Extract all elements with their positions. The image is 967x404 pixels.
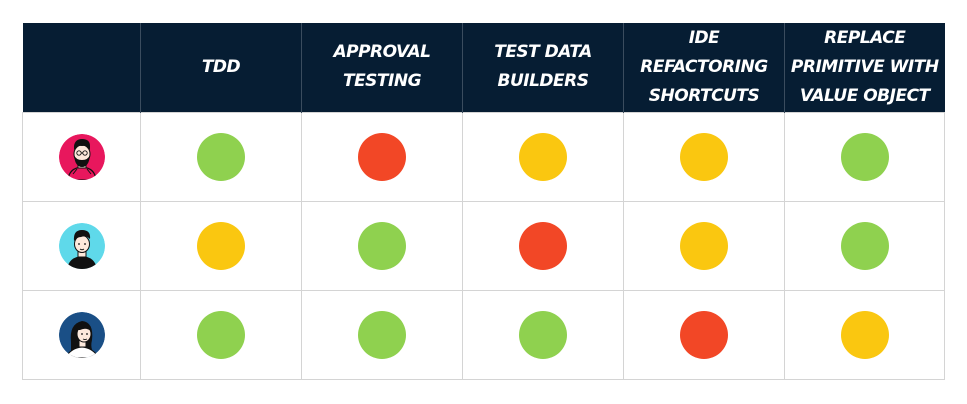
rating-cell (301, 200, 463, 291)
table-row (22, 111, 945, 202)
rating-dot-green (358, 310, 406, 359)
rating-cell (784, 289, 945, 380)
rating-dot-red (680, 310, 728, 359)
avatar-cell (22, 289, 141, 380)
skills-matrix: TDD APPROVAL TESTING TEST DATA BUILDERS … (22, 23, 945, 381)
table-row (22, 289, 945, 380)
rating-dot-green (358, 221, 406, 270)
rating-dot-yellow (519, 132, 567, 181)
rating-cell (784, 200, 945, 291)
skills-matrix-table: TDD APPROVAL TESTING TEST DATA BUILDERS … (22, 23, 945, 380)
rating-dot-green (197, 132, 245, 181)
column-header-tdd: TDD (140, 23, 302, 112)
rating-cell (623, 200, 785, 291)
rating-cell (462, 200, 624, 291)
rating-dot-green (519, 310, 567, 359)
rating-cell (140, 200, 302, 291)
rating-dot-yellow (680, 132, 728, 181)
woman-avatar-icon (58, 311, 105, 358)
rating-dot-red (519, 221, 567, 270)
column-header-ide-refactoring-shortcuts: IDE REFACTORING SHORTCUTS (623, 23, 785, 112)
avatar-cell (22, 111, 141, 202)
rating-cell (301, 289, 463, 380)
rating-dot-green (840, 132, 889, 181)
header-corner-cell (22, 23, 141, 112)
man-avatar-icon (58, 222, 105, 269)
rating-dot-green (197, 310, 245, 359)
rating-cell (140, 289, 302, 380)
rating-dot-yellow (197, 221, 245, 270)
rating-cell (462, 111, 624, 202)
rating-dot-green (840, 221, 889, 270)
rating-dot-red (358, 132, 406, 181)
rating-cell (301, 111, 463, 202)
rating-dot-yellow (680, 221, 728, 270)
bearded-man-avatar-icon (58, 133, 105, 180)
rating-cell (623, 289, 785, 380)
rating-cell (462, 289, 624, 380)
column-header-approval-testing: APPROVAL TESTING (301, 23, 463, 112)
table-row (22, 200, 945, 291)
rating-cell (623, 111, 785, 202)
avatar-cell (22, 200, 141, 291)
rating-cell (140, 111, 302, 202)
rating-cell (784, 111, 945, 202)
column-header-test-data-builders: TEST DATA BUILDERS (462, 23, 624, 112)
header-row: TDD APPROVAL TESTING TEST DATA BUILDERS … (22, 23, 945, 112)
column-header-replace-primitive: REPLACE PRIMITIVE WITH VALUE OBJECT (784, 23, 945, 112)
rating-dot-yellow (840, 310, 889, 359)
